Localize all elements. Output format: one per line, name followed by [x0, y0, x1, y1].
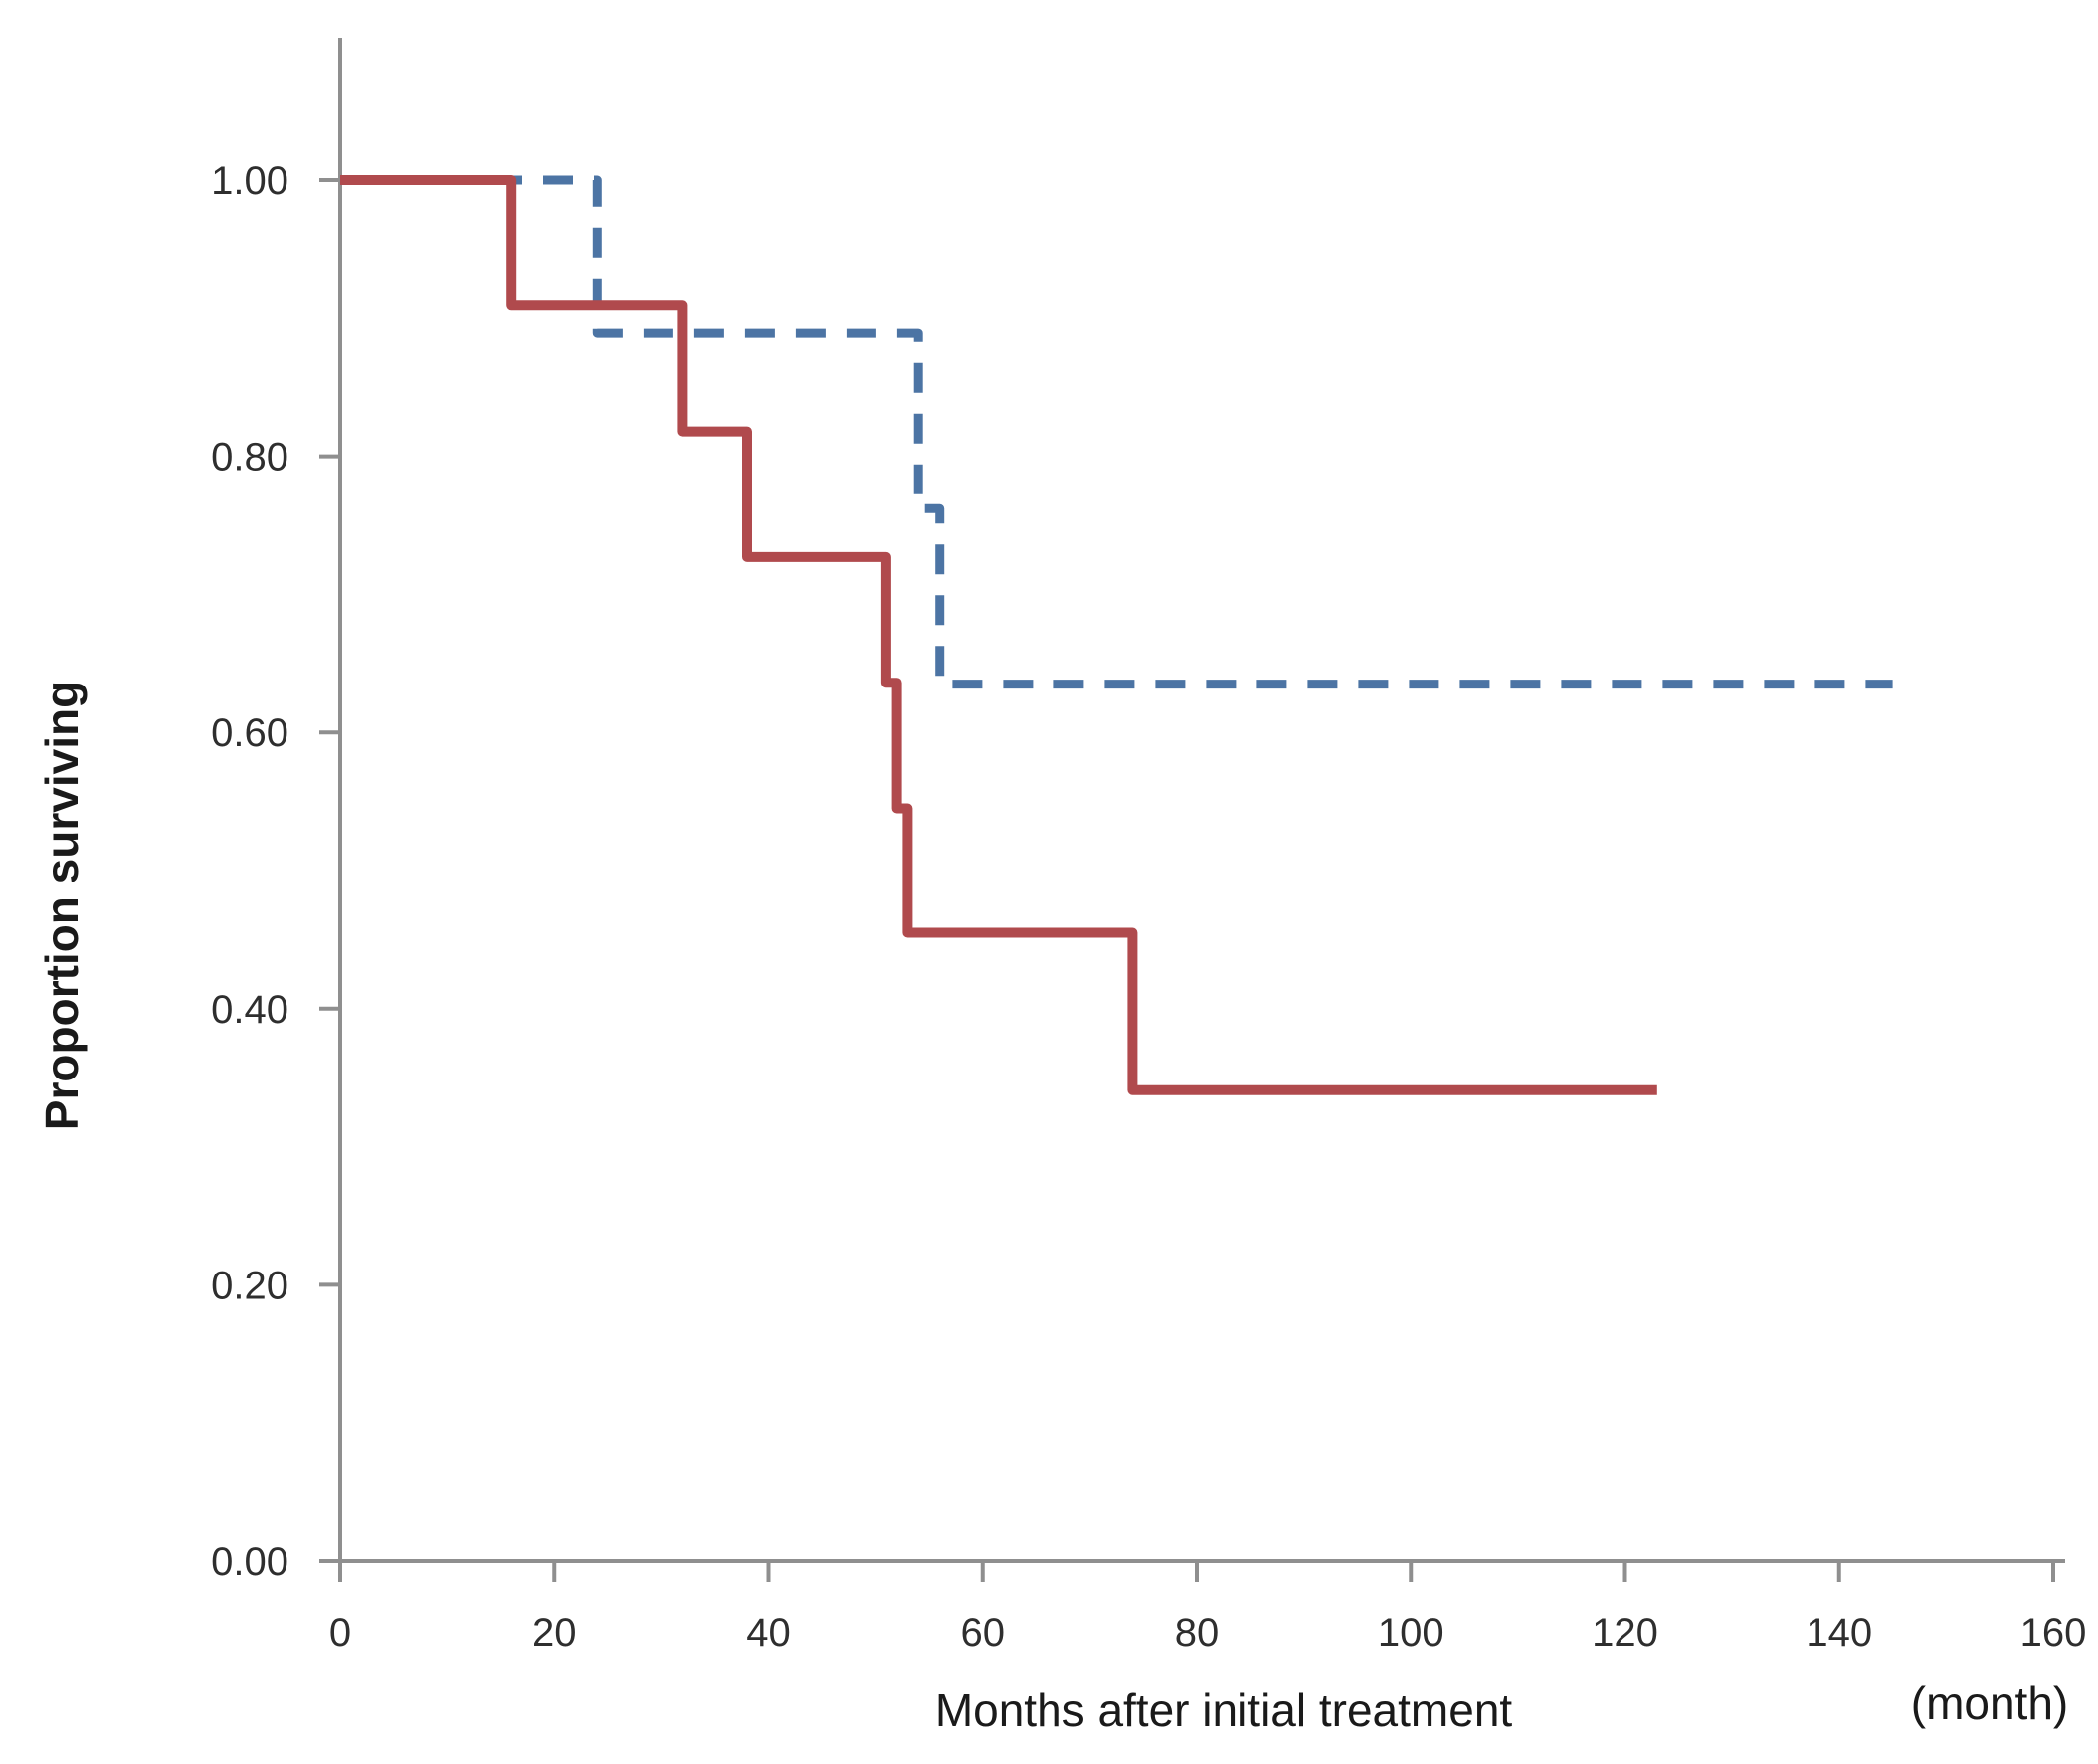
series-red-solid-group-line — [340, 175, 1657, 1095]
series-blue-dashed-group-line — [340, 175, 1893, 689]
x-tick-label: 140 — [1806, 1611, 1872, 1655]
y-tick-label: 0.40 — [211, 988, 288, 1032]
x-tick-label: 40 — [746, 1611, 791, 1655]
x-tick-label: 80 — [1175, 1611, 1220, 1655]
x-tick-label: 120 — [1592, 1611, 1658, 1655]
x-axis-unit-label: (month) — [1911, 1677, 2068, 1729]
x-tick-label: 100 — [1378, 1611, 1444, 1655]
x-tick-label: 20 — [532, 1611, 577, 1655]
y-axis-title: Proportion surviving — [36, 681, 88, 1130]
y-tick-label: 1.00 — [211, 159, 288, 203]
y-tick-label: 0.60 — [211, 711, 288, 755]
x-tick-label: 0 — [329, 1611, 351, 1655]
y-tick-label: 0.80 — [211, 436, 288, 480]
x-tick-label: 160 — [2020, 1611, 2087, 1655]
series-layer — [340, 175, 1893, 1095]
y-tick-label: 0.20 — [211, 1264, 288, 1307]
x-tick-label: 60 — [961, 1611, 1006, 1655]
labels-layer: Proportion surviving Months after initia… — [36, 681, 2068, 1736]
x-axis-title: Months after initial treatment — [935, 1684, 1513, 1736]
y-tick-label: 0.00 — [211, 1540, 288, 1584]
axes-layer: 1.00 0.80 0.60 0.40 0.20 0.00 0 20 40 60 80 100 120 1… — [211, 38, 2086, 1655]
